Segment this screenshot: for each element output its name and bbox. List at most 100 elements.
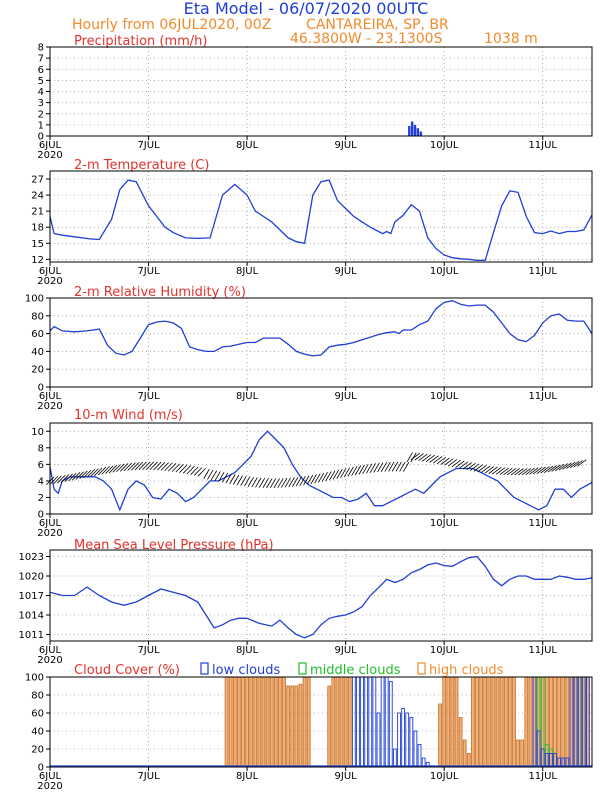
precip-ytick-label: 4 [38, 87, 44, 98]
high-clouds-bar [438, 703, 442, 768]
wind-vector-arrow [57, 474, 66, 484]
wind-vector-arrow [414, 453, 424, 461]
high-clouds-bar [253, 676, 258, 768]
mslp-ytick-label: 1014 [19, 611, 44, 622]
wind-vector-arrow [281, 477, 288, 488]
wind-vector-arrow [329, 470, 336, 481]
wind-vector-arrow [525, 467, 535, 475]
wind-vector-arrow [218, 472, 225, 482]
wind-vector-arrow [410, 452, 421, 461]
chart-title: Eta Model - 06/07/2020 00UTC [184, 0, 429, 18]
wind-vector-arrow [168, 463, 177, 472]
wind-vector-arrow [203, 468, 210, 479]
wind-vector-arrow [90, 468, 99, 477]
high-clouds-bar [479, 676, 484, 768]
precip-xtick-label: 8JUL [236, 140, 259, 151]
low-clouds-bar [388, 681, 393, 768]
wind-vector-arrow [186, 465, 195, 475]
precip-ytick-label: 7 [38, 54, 44, 65]
wind-xtick-label: 11JUL [528, 518, 557, 529]
wind-vector-arrow [577, 459, 587, 467]
wind-vector-arrow [484, 466, 495, 474]
wind-vector-arrow [444, 458, 454, 466]
wind-vector-arrow [399, 461, 406, 472]
wind-vector-arrow [303, 475, 310, 486]
cloud-legend: low clouds middle clouds high clouds [200, 662, 504, 678]
temp-xtick-label: 7JUL [137, 266, 160, 277]
wind-vector-arrow [492, 467, 502, 475]
cloud-year-label: 2020 [37, 781, 62, 792]
wind-vector-arrow [351, 465, 358, 476]
wind-vector-arrow [190, 466, 199, 475]
precip-ytick-label: 5 [38, 76, 44, 87]
wind-vector-arrow [436, 456, 447, 465]
wind-vector-arrow [462, 462, 472, 470]
wind-vector-arrow [521, 467, 532, 476]
wind-vector-arrow [153, 461, 162, 471]
rh-xtick-label: 7JUL [137, 391, 160, 402]
precip-bar [408, 125, 411, 136]
wind-vector-arrow [112, 464, 121, 473]
rh-xtick-label: 10JUL [430, 391, 459, 402]
high-clouds-bar [249, 676, 254, 768]
precip-bar [413, 124, 417, 136]
high-clouds-legend-label: high clouds [429, 663, 504, 678]
mslp-ytick-label: 1023 [19, 552, 44, 563]
wind-vector-arrow [123, 462, 132, 472]
high-clouds-bar [347, 676, 352, 768]
mslp-year-label: 2020 [37, 655, 62, 666]
rh-ytick-label: 0 [38, 383, 44, 394]
high-clouds-bar [450, 676, 455, 768]
high-clouds-bar [495, 676, 500, 768]
wind-vector-arrow [134, 461, 144, 471]
wind-vector-arrow [273, 478, 280, 489]
rh-panel-title: 2-m Relative Humidity (%) [74, 285, 246, 300]
high-clouds-bar [298, 683, 303, 768]
wind-vector-arrow [64, 473, 73, 483]
wind-vector-arrow [251, 477, 258, 488]
high-clouds-bar [331, 676, 336, 768]
wind-vector-arrow [429, 455, 439, 463]
precip-xtick-label: 9JUL [335, 140, 358, 151]
wind-vector-arrow [214, 471, 221, 482]
wind-vector-arrow [569, 460, 580, 469]
high-clouds-bar [462, 739, 467, 768]
cloud-ytick-label: 80 [31, 691, 44, 702]
rh-xtick-label: 11JUL [528, 391, 557, 402]
wind-vector-arrow [236, 475, 243, 486]
high-clouds-bar [257, 676, 262, 768]
wind-vector-arrow [481, 465, 491, 473]
wind-vector-arrow [536, 466, 546, 474]
temp-frame [49, 170, 593, 263]
precip-bar [416, 128, 420, 136]
mslp-xtick-label: 6JUL [39, 645, 62, 656]
wind-vector-arrow [175, 464, 184, 473]
cloud-panel: 0 20 40 60 80 100 6JUL 7JUL 8JUL 9JUL 10JUL 11JUL 20… [25, 673, 593, 792]
wind-vector-arrow [510, 468, 520, 476]
high-clouds-bar [294, 685, 299, 768]
wind-vector-arrow [101, 466, 110, 475]
wind-vector-arrow [138, 461, 147, 471]
wind-vector-arrow [179, 464, 188, 473]
precip-panel-title: Precipitation (mm/h) [74, 34, 207, 49]
wind-vector-arrow [306, 474, 314, 485]
wind-vector-arrow [340, 468, 347, 479]
wind-vector-arrow [499, 467, 509, 475]
high-clouds-bar [507, 676, 512, 768]
high-clouds-bar [245, 676, 249, 768]
wind-vector-arrow [284, 477, 291, 488]
wind-vector-arrow [310, 474, 317, 485]
wind-vector-arrow [149, 461, 158, 471]
wind-vector-arrow [240, 475, 247, 486]
high-clouds-bar [520, 739, 525, 768]
wind-vector-arrow [325, 471, 332, 482]
rh-panel: 0 20 40 60 80 100 6JUL 7JUL 8JUL 9JUL 10JUL 11JUL 20… [25, 294, 593, 412]
wind-vector-arrow [105, 465, 114, 474]
low-clouds-bar [376, 712, 381, 768]
temp-series-line [49, 179, 593, 262]
wind-vector-arrow [495, 467, 506, 475]
wind-vector-arrow [269, 478, 277, 489]
low-clouds-swatch [200, 662, 209, 675]
rh-xtick-label: 8JUL [236, 391, 259, 402]
wind-vector-arrow [470, 463, 480, 471]
